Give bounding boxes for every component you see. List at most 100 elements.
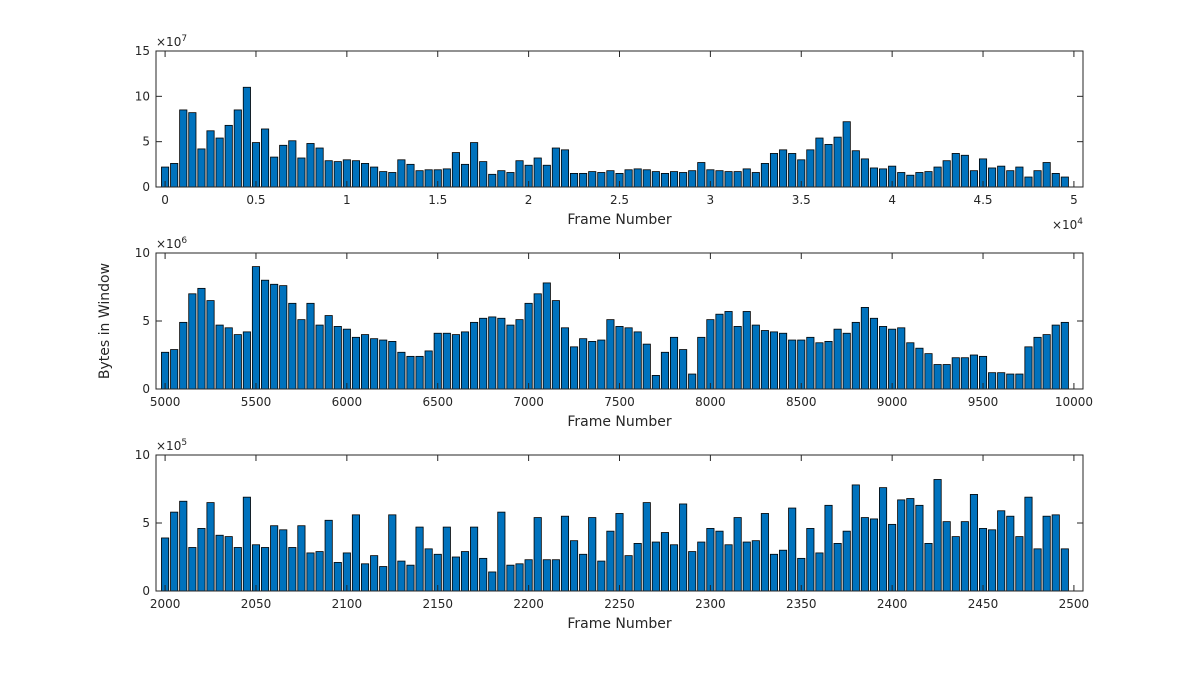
x-tick-label: 2200 (513, 597, 544, 611)
bar (679, 503, 688, 592)
bar (488, 173, 497, 188)
bar (460, 551, 470, 592)
bar (324, 519, 333, 592)
bar (370, 166, 379, 188)
bar (924, 543, 933, 592)
bar (424, 350, 433, 390)
bar (815, 137, 824, 188)
bar (470, 321, 479, 390)
bar (479, 161, 488, 188)
bar (515, 160, 524, 188)
bar (415, 355, 424, 390)
bar (279, 144, 288, 188)
bar (360, 334, 370, 390)
bar (251, 544, 261, 592)
bar (1024, 346, 1033, 390)
bar (1015, 373, 1024, 390)
bar (942, 364, 951, 390)
bar (297, 525, 306, 592)
bar (1015, 536, 1024, 592)
x-tick-label: 2150 (422, 597, 453, 611)
bar (879, 487, 888, 592)
bar (706, 319, 715, 390)
bar (933, 364, 942, 390)
bar (360, 563, 370, 592)
bar (806, 336, 815, 390)
bar (606, 170, 615, 188)
bar (1006, 373, 1015, 390)
bar (306, 302, 315, 390)
bar (506, 564, 515, 592)
bar (733, 326, 742, 390)
bar (669, 544, 679, 592)
x-tick-label: 6500 (422, 395, 453, 409)
bar (415, 526, 424, 592)
bar (1033, 336, 1042, 390)
bar (215, 324, 224, 390)
y-exponent-label: ×107 (156, 34, 187, 49)
y-tick-label: 0 (142, 180, 150, 194)
bar (179, 321, 188, 390)
bar (279, 529, 288, 592)
bar (942, 160, 951, 188)
bar (869, 167, 879, 188)
bar (570, 172, 579, 188)
bar (542, 559, 551, 592)
bar (379, 566, 388, 592)
bar (897, 327, 906, 390)
bar (397, 560, 406, 592)
bar (433, 332, 442, 390)
bar (615, 326, 624, 390)
bar (397, 351, 406, 390)
bar (442, 526, 451, 592)
bar (860, 158, 869, 188)
bar (860, 306, 869, 390)
bar (524, 302, 533, 390)
bar (460, 163, 470, 188)
bar (688, 170, 697, 188)
bar (769, 153, 779, 188)
x-tick-label: 1.5 (428, 193, 447, 207)
bar (651, 374, 660, 390)
bar (324, 160, 333, 188)
bar (888, 328, 897, 390)
bar (779, 332, 788, 390)
bar (470, 526, 479, 592)
y-tick-label: 15 (135, 44, 150, 58)
bar (797, 339, 806, 390)
bar (669, 171, 679, 188)
y-tick-label: 5 (142, 135, 150, 149)
bar (261, 547, 270, 592)
bar (261, 128, 270, 188)
bar (370, 338, 379, 390)
x-tick-label: 2100 (332, 597, 363, 611)
y-tick-label: 10 (135, 246, 150, 260)
bar (924, 353, 933, 390)
bar (660, 172, 669, 188)
bar (742, 168, 751, 188)
bar (751, 172, 760, 188)
bar (242, 86, 251, 188)
bar (733, 171, 742, 188)
bar (815, 342, 824, 390)
bar (1006, 170, 1015, 188)
bar (424, 548, 433, 592)
bar (1015, 166, 1024, 188)
bar (1060, 176, 1069, 188)
bar (769, 553, 779, 592)
bar (188, 293, 197, 390)
bar (279, 285, 288, 390)
bar (633, 168, 642, 188)
bar (270, 283, 279, 390)
bar (1060, 321, 1069, 390)
bar (951, 536, 960, 592)
x-tick-label: 9500 (968, 395, 999, 409)
x-tick-label: 1 (343, 193, 351, 207)
bar (233, 109, 242, 188)
bar (715, 530, 724, 592)
bar (906, 498, 915, 592)
bar (170, 163, 179, 188)
bar (315, 551, 324, 592)
bar (724, 311, 733, 390)
x-tick-label: 0 (161, 193, 169, 207)
